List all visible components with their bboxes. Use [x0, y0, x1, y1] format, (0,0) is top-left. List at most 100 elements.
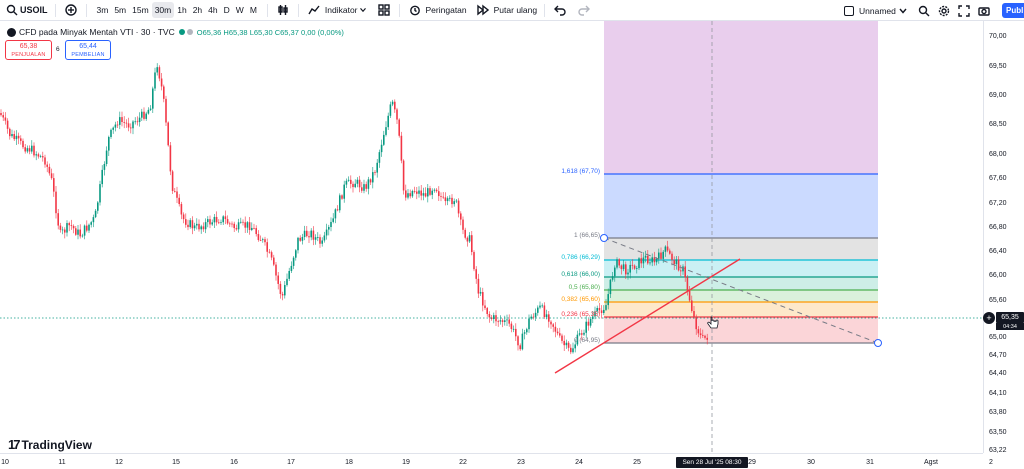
candle-body [543, 305, 546, 318]
candle-body [345, 180, 348, 185]
candle-body [114, 124, 117, 128]
candle-body [669, 250, 671, 254]
candle-body [374, 172, 376, 173]
tradingview-logo[interactable]: 17 TradingView [8, 437, 92, 452]
candle-body [94, 210, 97, 218]
candle-body [662, 251, 664, 259]
sell-button[interactable]: 65,38 PENJUALAN [5, 40, 52, 60]
candle-body [475, 269, 477, 279]
timeframe-group: 3m 5m 15m 30m 1h 2h 4h D W M [90, 0, 264, 21]
candle-body [200, 226, 202, 230]
time-scale[interactable]: 10 11 12 15 16 17 18 19 22 23 24 25 29 30 31 Agst 2 [0, 453, 993, 469]
candle-body [497, 321, 499, 323]
timeframe-M[interactable]: M [249, 5, 257, 15]
candle-body [431, 190, 433, 195]
fullscreen-button[interactable] [954, 0, 974, 21]
candle-body [28, 148, 31, 152]
price-scale[interactable]: 70,00 69,50 69,00 68,50 68,00 67,60 67,20 66,80… [983, 21, 1024, 454]
alert-label: Peringatan [425, 5, 467, 15]
timeframe-4h[interactable]: 4h [208, 5, 218, 15]
candle-body [499, 320, 502, 322]
candle-body [457, 200, 460, 214]
fib-zone[interactable] [604, 317, 878, 343]
candle-body [147, 109, 150, 114]
symbol-title[interactable]: CFD pada Minyak Mentah VTI · 30 · TVC [19, 27, 175, 37]
publish-button[interactable]: Publ [1002, 3, 1024, 18]
candle-body [389, 104, 392, 116]
candle-body [68, 223, 70, 226]
candle-body [365, 184, 367, 189]
replay-button[interactable]: Putar ulang [471, 0, 541, 21]
buy-button[interactable]: 65,44 PEMBELIAN [65, 40, 111, 60]
candle-body [530, 316, 532, 319]
candle-body [4, 117, 7, 121]
timeframe-1h[interactable]: 1h [177, 5, 187, 15]
candle-body [158, 67, 161, 79]
candle-body [138, 117, 141, 123]
fib-retracement-zones[interactable] [604, 21, 878, 344]
timeframe-5m[interactable]: 5m [114, 5, 127, 15]
candle-body [352, 183, 354, 188]
candles-icon [275, 2, 291, 18]
candle-body [402, 160, 405, 191]
fib-anchor-handle[interactable] [600, 234, 608, 242]
settings-button[interactable] [934, 0, 954, 21]
candle-body [627, 272, 629, 275]
time-tick: 11 [58, 459, 66, 466]
timeframe-3m[interactable]: 3m [96, 5, 109, 15]
indicators-button[interactable]: Indikator [302, 0, 372, 21]
candle-body [519, 345, 521, 350]
candle-body [468, 235, 471, 242]
candlestick-series [0, 63, 708, 355]
undo-button[interactable] [548, 0, 572, 21]
fib-anchor-handle[interactable] [874, 339, 882, 347]
candle-body [33, 145, 35, 156]
chart-type-button[interactable] [271, 0, 295, 21]
timeframe-2h[interactable]: 2h [192, 5, 203, 15]
alert-button[interactable]: Peringatan [403, 0, 471, 21]
candle-body [477, 278, 480, 294]
drawing-overlays[interactable] [0, 21, 983, 453]
candle-body [631, 264, 634, 266]
candle-body [66, 223, 68, 233]
candle-body [598, 307, 601, 311]
layout-selector[interactable]: Unnamed [840, 0, 914, 21]
sell-label: PENJUALAN [11, 52, 46, 58]
timeframe-D[interactable]: D [223, 5, 230, 15]
fib-zone[interactable] [604, 260, 878, 277]
candle-body [242, 221, 244, 223]
fib-zone[interactable] [604, 290, 878, 302]
candle-body [482, 292, 484, 306]
templates-button[interactable] [372, 0, 396, 21]
timeframe-W[interactable]: W [235, 5, 244, 15]
candle-body [537, 307, 539, 313]
fib-zone-extension[interactable] [604, 21, 878, 174]
candle-body [235, 228, 238, 230]
candle-body [132, 121, 134, 129]
candle-body [409, 193, 411, 197]
snapshot-button[interactable] [974, 0, 994, 21]
price-tick: 63,50 [989, 429, 1007, 436]
fib-zone[interactable] [604, 174, 878, 238]
candle-body [42, 156, 44, 158]
candle-body [17, 135, 20, 139]
candle-body [154, 72, 156, 89]
candle-body [400, 135, 403, 161]
time-tick: Agst [923, 459, 939, 466]
candle-body [548, 314, 550, 322]
add-alert-plus-icon[interactable]: + [983, 312, 995, 324]
fib-trend-line[interactable] [603, 237, 879, 344]
candle-body [308, 236, 310, 238]
redo-button[interactable] [572, 0, 596, 21]
candle-body [418, 190, 420, 194]
timeframe-15m[interactable]: 15m [132, 5, 149, 15]
candle-body [182, 214, 185, 220]
candle-body [336, 209, 339, 211]
fib-zone[interactable] [604, 277, 878, 290]
symbol-search[interactable]: USOIL [0, 0, 52, 21]
chart-canvas[interactable] [0, 21, 983, 453]
compare-symbol-button[interactable] [59, 0, 83, 21]
quick-search-button[interactable] [914, 0, 934, 21]
timeframe-30m[interactable]: 30m [151, 2, 175, 18]
fib-zone[interactable] [604, 302, 878, 317]
